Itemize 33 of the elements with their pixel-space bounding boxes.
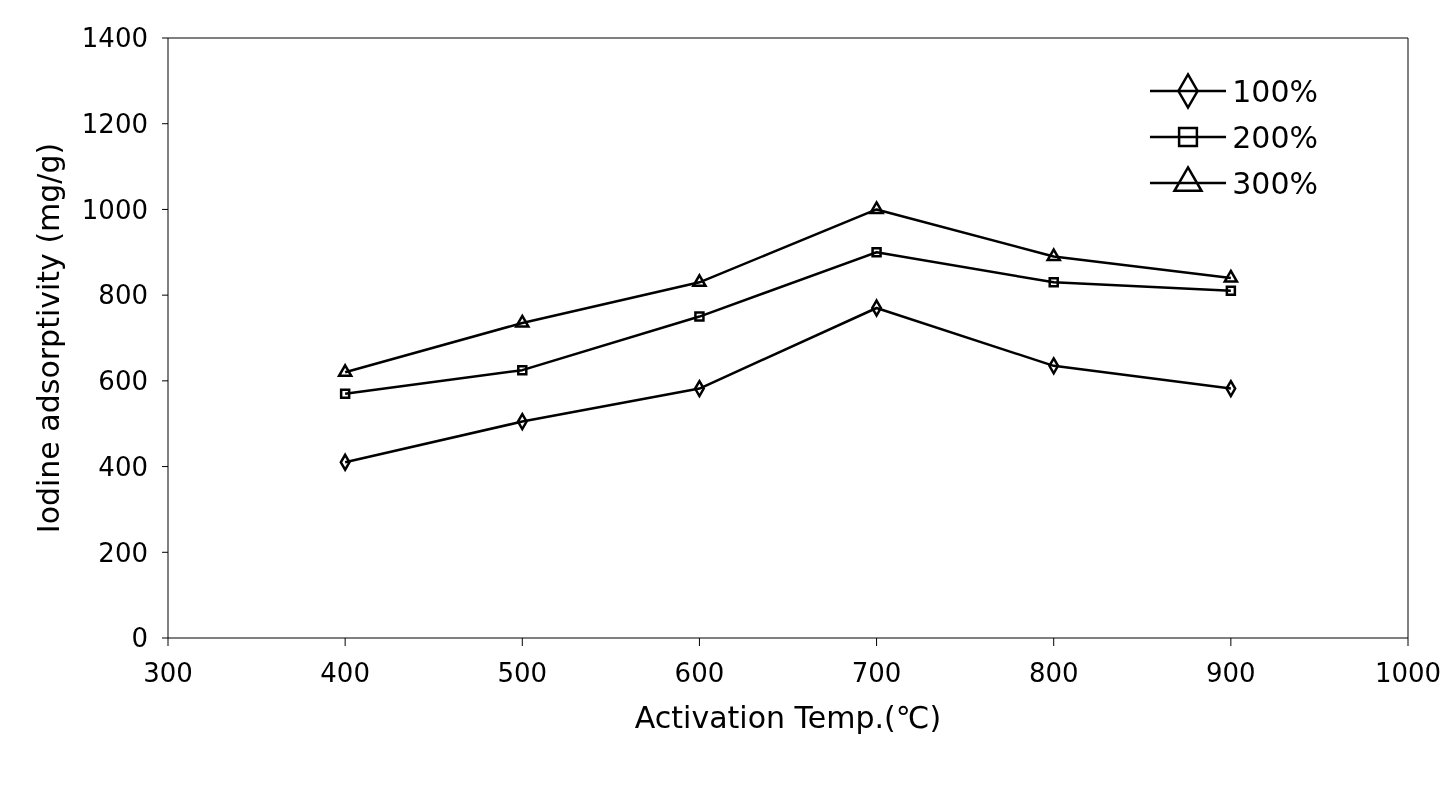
y-tick-label: 0 [131, 623, 148, 654]
point [871, 247, 882, 258]
point [517, 364, 528, 376]
point [692, 274, 707, 288]
x-tick-label: 800 [1028, 658, 1079, 689]
y-tick-label: 200 [98, 537, 148, 568]
y-tick-label: 800 [98, 280, 148, 311]
y-tick-label: 600 [98, 366, 148, 397]
point [514, 314, 530, 328]
point [694, 311, 705, 322]
point [1225, 285, 1237, 297]
y-tick-label: 1200 [81, 108, 148, 139]
legend-label: 300% [1232, 165, 1318, 201]
point [1046, 248, 1062, 262]
y-tick-label: 1400 [81, 23, 148, 54]
point [337, 364, 353, 378]
legend-label: 200% [1232, 119, 1318, 155]
point [1223, 269, 1239, 283]
x-tick-label: 1000 [1374, 658, 1442, 689]
y-axis-title: Iodine adsorptivity (mg/g) [30, 142, 66, 534]
y-tick-label: 1000 [81, 194, 148, 225]
x-tick-label: 500 [497, 658, 548, 689]
x-tick-label: 400 [320, 658, 370, 689]
legend-label: 100% [1232, 73, 1318, 109]
point [339, 388, 351, 399]
x-axis-title: Activation Temp.(℃) [634, 700, 942, 735]
x-tick-label: 600 [674, 658, 725, 689]
x-tick-label: 900 [1206, 658, 1256, 689]
y-tick-label: 400 [98, 451, 148, 482]
point [1048, 277, 1059, 288]
x-tick-label: 700 [851, 658, 902, 689]
x-tick-label: 300 [143, 658, 193, 689]
point [869, 201, 884, 215]
